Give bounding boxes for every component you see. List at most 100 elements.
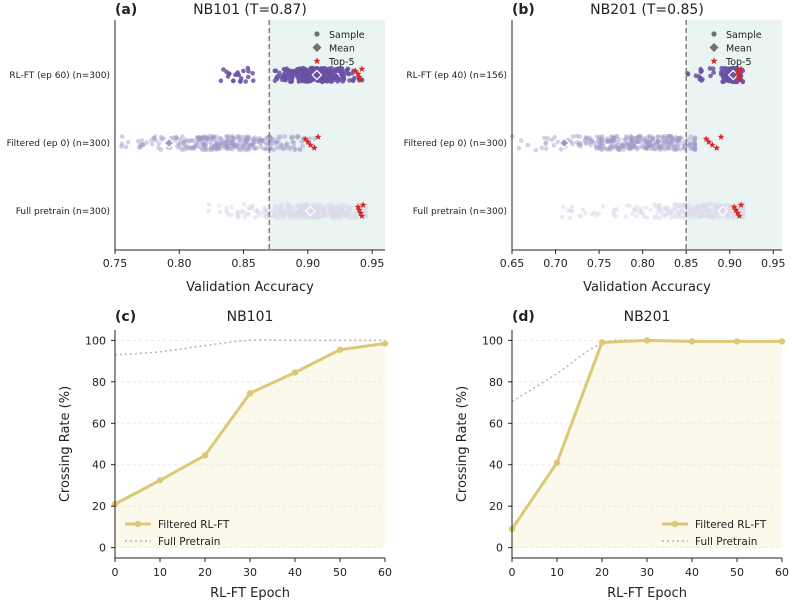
- sample-point: [648, 142, 653, 148]
- sample-point: [645, 142, 651, 147]
- x-tick-label: 0.95: [761, 257, 786, 270]
- sample-point: [661, 138, 667, 143]
- sample-point: [300, 78, 305, 84]
- sample-point: [264, 141, 269, 147]
- sample-point: [254, 137, 260, 143]
- sample-point: [692, 142, 698, 147]
- sample-point: [244, 146, 250, 152]
- sample-point: [674, 209, 679, 215]
- y-tick-label: 100: [85, 334, 106, 347]
- sample-point: [238, 79, 243, 84]
- sample-point: [545, 136, 551, 141]
- sample-point: [596, 137, 601, 143]
- sample-point: [626, 141, 632, 147]
- sample-point: [663, 139, 668, 144]
- sample-point: [704, 207, 710, 213]
- sample-point: [669, 211, 675, 216]
- x-tick-label: 30: [640, 566, 654, 579]
- sample-point: [610, 135, 616, 141]
- sample-point: [229, 134, 234, 140]
- sample-point: [731, 67, 736, 72]
- sample-point: [724, 215, 730, 221]
- y-tick-label: 40: [489, 459, 503, 472]
- sample-point: [211, 135, 217, 140]
- sample-point: [720, 75, 726, 80]
- sample-point: [574, 139, 580, 145]
- sample-point: [692, 143, 698, 148]
- row-label: Filtered (ep 0) (n=300): [7, 139, 110, 149]
- sample-point: [210, 135, 216, 140]
- sample-point: [198, 145, 204, 151]
- sample-point: [199, 135, 205, 141]
- sample-point: [172, 138, 178, 143]
- sample-point: [258, 210, 264, 216]
- sample-point: [664, 139, 670, 144]
- sample-point: [211, 134, 217, 139]
- sample-point: [149, 137, 154, 143]
- sample-point: [190, 138, 196, 144]
- sample-point: [567, 215, 573, 221]
- sample-point: [209, 145, 215, 151]
- sample-point: [670, 142, 676, 147]
- sample-point: [621, 144, 627, 149]
- sample-point: [664, 145, 670, 151]
- sample-point: [224, 205, 229, 211]
- sample-point: [708, 73, 713, 79]
- sample-point: [668, 134, 674, 139]
- sample-point: [289, 136, 294, 141]
- x-tick-label: 0.75: [587, 257, 612, 270]
- sample-point: [629, 138, 634, 143]
- sample-point: [296, 133, 301, 139]
- line-panel-d: 0 10 20 30 40 50 60 0 20 40 60 80 100 RL-FT Epoch Cros…: [455, 309, 789, 601]
- sample-point: [666, 146, 672, 151]
- sample-point: [332, 75, 338, 81]
- sample-point: [196, 144, 201, 149]
- sample-point: [216, 143, 222, 149]
- sample-point: [657, 143, 663, 149]
- sample-point: [280, 146, 286, 152]
- sample-point: [152, 134, 158, 139]
- sample-point: [609, 143, 614, 149]
- sample-point: [187, 145, 193, 151]
- sample-point: [660, 135, 666, 141]
- sample-point: [605, 138, 611, 143]
- sample-point: [570, 134, 576, 139]
- sample-point: [676, 143, 681, 148]
- sample-point: [230, 136, 236, 141]
- sample-point: [212, 143, 218, 148]
- sample-point: [670, 136, 676, 141]
- sample-point: [586, 138, 591, 143]
- sample-point: [669, 139, 674, 145]
- sample-point: [636, 138, 642, 144]
- sample-point: [203, 142, 209, 147]
- sample-point: [278, 134, 284, 139]
- sample-point: [231, 135, 237, 141]
- sample-point: [655, 139, 661, 145]
- sample-point: [606, 146, 611, 152]
- sample-point: [183, 143, 189, 148]
- sample-point: [221, 143, 226, 149]
- sample-point: [231, 144, 236, 149]
- chart-title: NB101: [227, 309, 274, 325]
- sample-point: [617, 146, 623, 152]
- x-tick-label: 0: [509, 566, 516, 579]
- sample-point: [676, 138, 682, 144]
- legend-label: Top-5: [725, 57, 752, 68]
- sample-point: [689, 146, 695, 152]
- top5-star: [355, 73, 363, 80]
- sample-point: [232, 136, 237, 142]
- x-tick-label: 0.90: [717, 257, 742, 270]
- sample-point: [282, 146, 288, 151]
- sample-point: [195, 136, 200, 141]
- sample-point: [259, 138, 265, 143]
- sample-point: [205, 135, 210, 141]
- sample-point: [158, 147, 164, 153]
- sample-point: [692, 140, 698, 146]
- sample-point: [594, 146, 600, 152]
- legend-marker-mean: [709, 43, 719, 52]
- sample-point: [288, 145, 294, 150]
- sample-point: [217, 144, 223, 150]
- x-tick-label: 20: [595, 566, 609, 579]
- sample-point: [286, 146, 292, 152]
- legend-label: Full Pretrain: [695, 536, 757, 548]
